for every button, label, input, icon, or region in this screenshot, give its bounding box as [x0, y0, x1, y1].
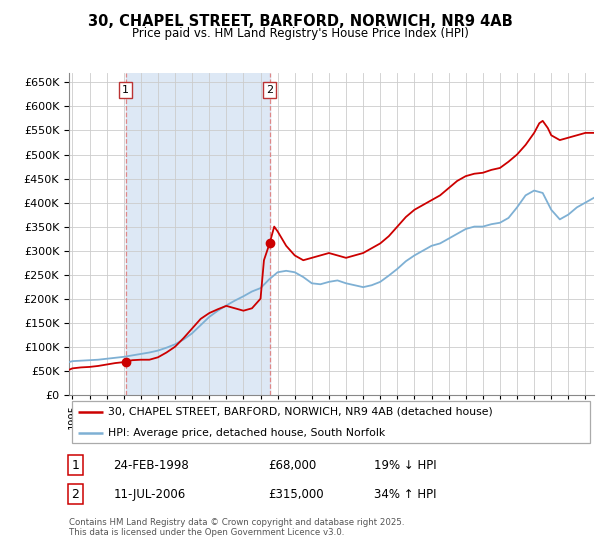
Text: 24-FEB-1998: 24-FEB-1998: [113, 459, 190, 472]
Text: 11-JUL-2006: 11-JUL-2006: [113, 488, 186, 501]
Text: 1: 1: [122, 85, 129, 95]
Text: 30, CHAPEL STREET, BARFORD, NORWICH, NR9 4AB (detached house): 30, CHAPEL STREET, BARFORD, NORWICH, NR9…: [109, 407, 493, 417]
Text: 34% ↑ HPI: 34% ↑ HPI: [373, 488, 436, 501]
Text: £68,000: £68,000: [269, 459, 317, 472]
Text: £315,000: £315,000: [269, 488, 324, 501]
Text: Contains HM Land Registry data © Crown copyright and database right 2025.
This d: Contains HM Land Registry data © Crown c…: [69, 518, 404, 538]
Bar: [126, 73, 269, 395]
Text: 30, CHAPEL STREET, BARFORD, NORWICH, NR9 4AB: 30, CHAPEL STREET, BARFORD, NORWICH, NR9…: [88, 14, 512, 29]
Text: 1: 1: [71, 459, 79, 472]
Text: 2: 2: [266, 85, 273, 95]
FancyBboxPatch shape: [71, 401, 590, 444]
Text: Price paid vs. HM Land Registry's House Price Index (HPI): Price paid vs. HM Land Registry's House …: [131, 27, 469, 40]
Text: HPI: Average price, detached house, South Norfolk: HPI: Average price, detached house, Sout…: [109, 428, 386, 438]
Text: 19% ↓ HPI: 19% ↓ HPI: [373, 459, 436, 472]
Text: 2: 2: [71, 488, 79, 501]
